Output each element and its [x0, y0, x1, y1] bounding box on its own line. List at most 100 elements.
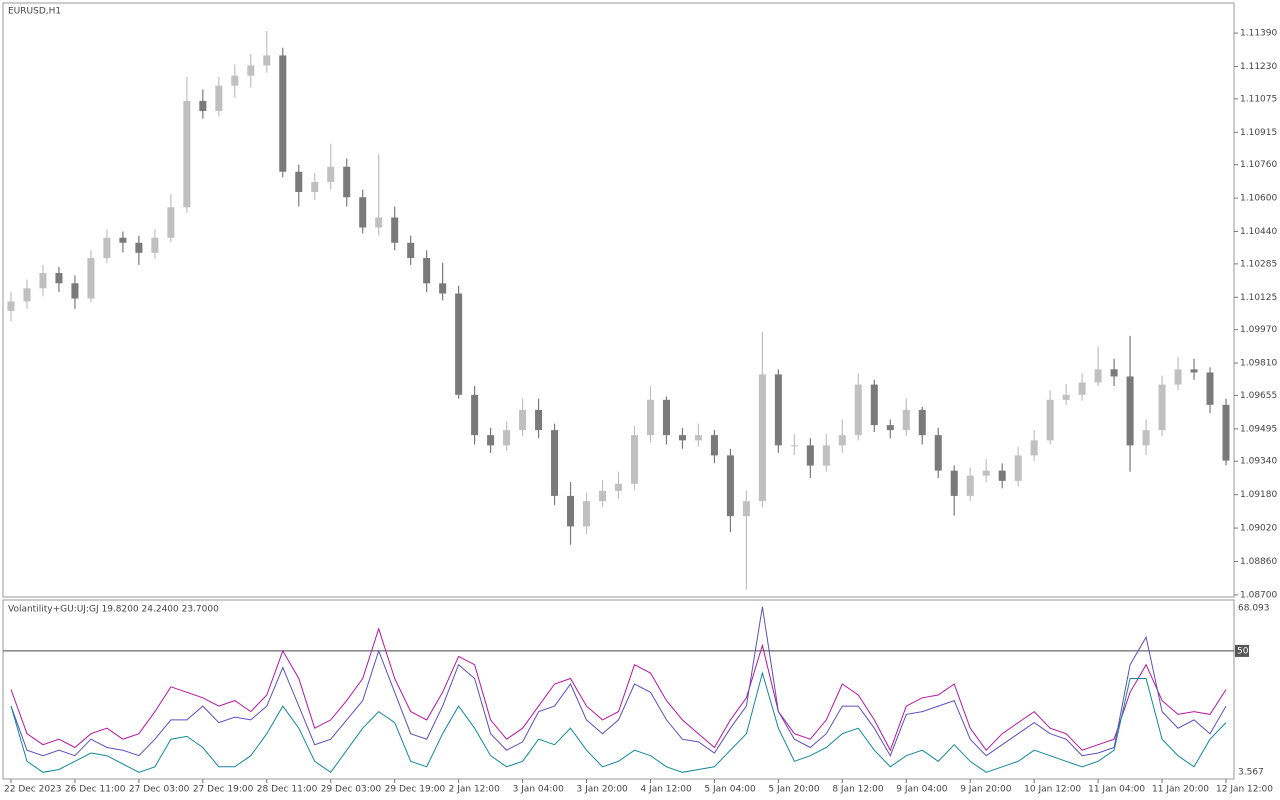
x-tick-label: 29 Dec 03:00: [321, 785, 382, 795]
candle-body: [567, 495, 575, 527]
candle-body: [1126, 376, 1134, 446]
y-tick-label: 1.10440: [1240, 227, 1277, 237]
candle-body: [1030, 440, 1038, 456]
x-tick-label: 11 Jan 20:00: [1152, 785, 1209, 795]
x-tick-label: 5 Jan 04:00: [704, 785, 756, 795]
candle-body: [774, 374, 782, 446]
y-tick-label: 1.10125: [1240, 293, 1277, 303]
candle-body: [375, 217, 383, 228]
x-tick-label: 22 Dec 2023: [4, 785, 62, 795]
candle-body: [439, 283, 447, 294]
candle-body: [1046, 399, 1054, 441]
candle-body: [902, 409, 910, 431]
candle-body: [790, 445, 798, 447]
candle-body: [583, 501, 591, 527]
candle-body: [614, 483, 623, 491]
x-tick-label: 2 Jan 12:00: [449, 785, 501, 795]
candle-body: [710, 435, 718, 456]
y-tick-label: 1.11390: [1240, 29, 1277, 39]
candle-body: [119, 237, 127, 243]
x-tick-label: 9 Jan 04:00: [896, 785, 948, 795]
x-tick-label: 27 Dec 19:00: [193, 785, 254, 795]
x-tick-label: 3 Jan 04:00: [513, 785, 565, 795]
candle-body: [135, 242, 143, 253]
candle-body: [1062, 394, 1070, 400]
y-tick-label: 1.10600: [1240, 194, 1277, 204]
candle-body: [950, 470, 958, 496]
candle-body: [1174, 369, 1182, 385]
y-tick-label: 1.09340: [1240, 457, 1277, 467]
candle-body: [1158, 384, 1166, 431]
y-tick-label: 1.08700: [1240, 590, 1277, 600]
x-tick-label: 8 Jan 12:00: [832, 785, 884, 795]
candle-body: [551, 430, 559, 496]
x-tick-label: 26 Dec 11:00: [65, 785, 126, 795]
x-tick-label: 11 Jan 04:00: [1088, 785, 1145, 795]
y-tick-label: 1.10285: [1240, 259, 1277, 269]
candle-body: [71, 283, 79, 299]
candle-body: [742, 501, 750, 517]
indicator-line: [10, 627, 1227, 752]
candle-body: [982, 470, 990, 476]
x-tick-label: 12 Jan 12:00: [1216, 785, 1273, 795]
candle-body: [662, 399, 670, 436]
candle-body: [1222, 404, 1230, 461]
candle-body: [918, 409, 926, 436]
candle-body: [471, 394, 479, 436]
candle-body: [263, 55, 271, 66]
candle-body: [519, 409, 527, 431]
candle-body: [1206, 372, 1214, 405]
candle-body: [806, 445, 814, 466]
candle-body: [694, 435, 702, 441]
y-tick-label: 1.10760: [1240, 160, 1277, 170]
candle-body: [23, 288, 31, 302]
y-tick-label: 3.567: [1238, 768, 1264, 778]
candle-body: [103, 237, 111, 259]
y-tick-label: 1.08860: [1240, 557, 1277, 567]
y-tick-label: 1.09970: [1240, 325, 1277, 335]
candle-body: [343, 166, 351, 198]
y-tick-label: 1.09655: [1240, 391, 1277, 401]
x-tick-label: 29 Dec 19:00: [385, 785, 446, 795]
candle-body: [7, 301, 15, 311]
candle-body: [503, 430, 511, 446]
candle-body: [247, 65, 255, 76]
y-tick-label: 1.09810: [1240, 359, 1277, 369]
x-tick-label: 27 Dec 03:00: [129, 785, 190, 795]
x-tick-label: 28 Dec 11:00: [257, 785, 318, 795]
candle-body: [726, 455, 734, 517]
candle-body: [407, 242, 415, 259]
candle-body: [151, 237, 159, 253]
level-label: 50: [1237, 646, 1249, 656]
candle-body: [359, 197, 367, 228]
candle-body: [1110, 369, 1118, 377]
symbol-title: EURUSD,H1: [8, 7, 61, 17]
candle-body: [854, 384, 862, 436]
candle-body: [1014, 455, 1022, 481]
candle-body: [646, 399, 654, 436]
candle-body: [630, 435, 639, 484]
candle-body: [1190, 369, 1198, 373]
candle-body: [455, 293, 463, 395]
candle-body: [55, 273, 63, 284]
candle-body: [199, 100, 207, 111]
candle-body: [678, 435, 686, 441]
candle-body: [886, 425, 894, 431]
candle-body: [327, 166, 335, 182]
candle-body: [39, 273, 47, 289]
candle-body: [998, 470, 1006, 481]
level-label-box: [1235, 644, 1249, 657]
candle-body: [1078, 382, 1086, 395]
candle-body: [87, 258, 95, 299]
candle-body: [487, 435, 495, 446]
candle-body: [822, 445, 830, 466]
candle-body: [1094, 369, 1102, 383]
indicator-title: Volantility+GU:UJ:GJ 19.8200 24.2400 23.…: [8, 605, 219, 615]
candle-body: [279, 55, 287, 172]
y-tick-label: 1.09020: [1240, 524, 1277, 534]
candle-body: [295, 171, 303, 193]
x-tick-label: 9 Jan 20:00: [960, 785, 1012, 795]
candle-body: [758, 374, 766, 502]
